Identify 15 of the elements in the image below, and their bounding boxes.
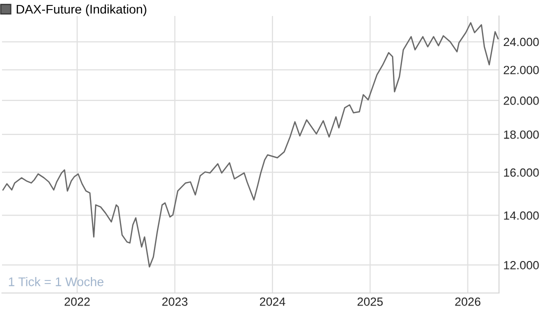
y-tick-label: 20.000	[504, 96, 539, 105]
y-tick-label: 18.000	[504, 130, 539, 139]
y-tick-label: 24.000	[504, 38, 539, 46]
x-tick-label: 2022	[64, 297, 90, 306]
x-tick-label: 2025	[358, 297, 383, 306]
x-tick-label: 2026	[455, 297, 480, 306]
x-tick-label: 2023	[162, 297, 188, 306]
annotation: 1 Tick = 1 Woche	[8, 277, 104, 286]
x-tick-label: 2024	[260, 297, 286, 306]
legend-label: DAX-Future (Indikation)	[16, 4, 146, 16]
y-tick-label: 14.000	[504, 211, 539, 220]
y-tick-label: 22.000	[504, 66, 539, 74]
line-series	[2, 22, 499, 268]
y-tick-label: 16.000	[504, 168, 539, 177]
y-tick-label: 12.000	[504, 261, 539, 270]
